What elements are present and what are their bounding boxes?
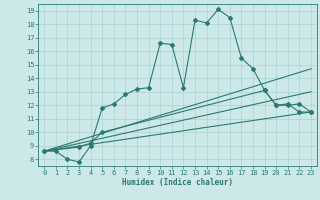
X-axis label: Humidex (Indice chaleur): Humidex (Indice chaleur) — [122, 178, 233, 187]
